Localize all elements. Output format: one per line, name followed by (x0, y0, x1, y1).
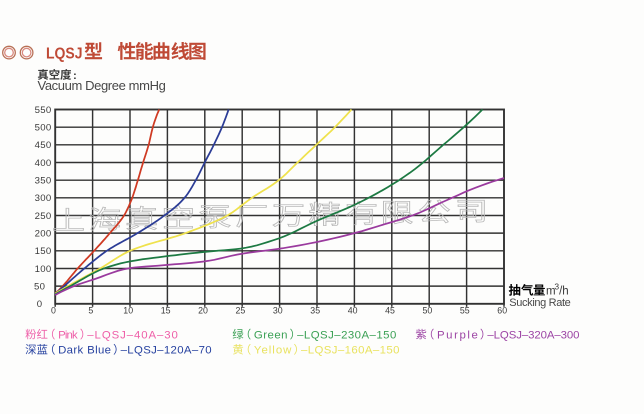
svg-text:100: 100 (35, 264, 52, 275)
svg-text:Purple: Purple (437, 329, 478, 341)
svg-text:500: 500 (35, 123, 52, 134)
svg-text:–LQSJ–120A–70: –LQSJ–120A–70 (121, 345, 212, 357)
svg-text:Green: Green (254, 329, 288, 341)
svg-text:450: 450 (35, 140, 52, 151)
svg-text:10: 10 (123, 306, 133, 316)
svg-text:40: 40 (348, 306, 358, 316)
svg-text:Vacuum Degree mmHg: Vacuum Degree mmHg (38, 78, 166, 93)
svg-text:/h: /h (559, 286, 569, 298)
svg-text:–LQSJ–160A–150: –LQSJ–160A–150 (301, 345, 400, 357)
svg-text:LQSJ: LQSJ (46, 46, 83, 63)
svg-text:400: 400 (35, 158, 52, 169)
svg-text:0: 0 (51, 306, 56, 316)
svg-text:250: 250 (35, 211, 52, 222)
svg-text:m: m (546, 286, 556, 298)
svg-text:Pink: Pink (58, 329, 78, 341)
svg-text:–LQSJ–230A–150: –LQSJ–230A–150 (297, 329, 396, 341)
svg-text:Dark Blue: Dark Blue (58, 345, 111, 357)
svg-text:30: 30 (273, 306, 283, 316)
svg-text:Yellow: Yellow (254, 345, 292, 357)
svg-text:20: 20 (198, 306, 208, 316)
svg-text:50: 50 (423, 306, 433, 316)
svg-text:350: 350 (35, 176, 52, 187)
svg-text:25: 25 (236, 306, 246, 316)
svg-text:35: 35 (310, 306, 320, 316)
svg-text:60: 60 (497, 306, 507, 316)
svg-text:5: 5 (88, 306, 93, 316)
svg-text::: : (73, 70, 77, 82)
svg-text:300: 300 (35, 193, 52, 204)
svg-text:15: 15 (161, 306, 171, 316)
svg-text:0: 0 (37, 299, 43, 310)
svg-text:55: 55 (460, 306, 470, 316)
svg-text:150: 150 (35, 246, 52, 257)
svg-text:45: 45 (385, 306, 395, 316)
svg-text:200: 200 (35, 229, 52, 240)
svg-text:50: 50 (34, 282, 45, 293)
svg-text:–LQSJ–320A–300: –LQSJ–320A–300 (487, 329, 579, 341)
svg-text:550: 550 (35, 105, 52, 116)
svg-text:–LQSJ–40A–30: –LQSJ–40A–30 (87, 329, 178, 341)
svg-text:Sucking Rate: Sucking Rate (509, 297, 571, 309)
svg-text:3: 3 (554, 281, 559, 291)
